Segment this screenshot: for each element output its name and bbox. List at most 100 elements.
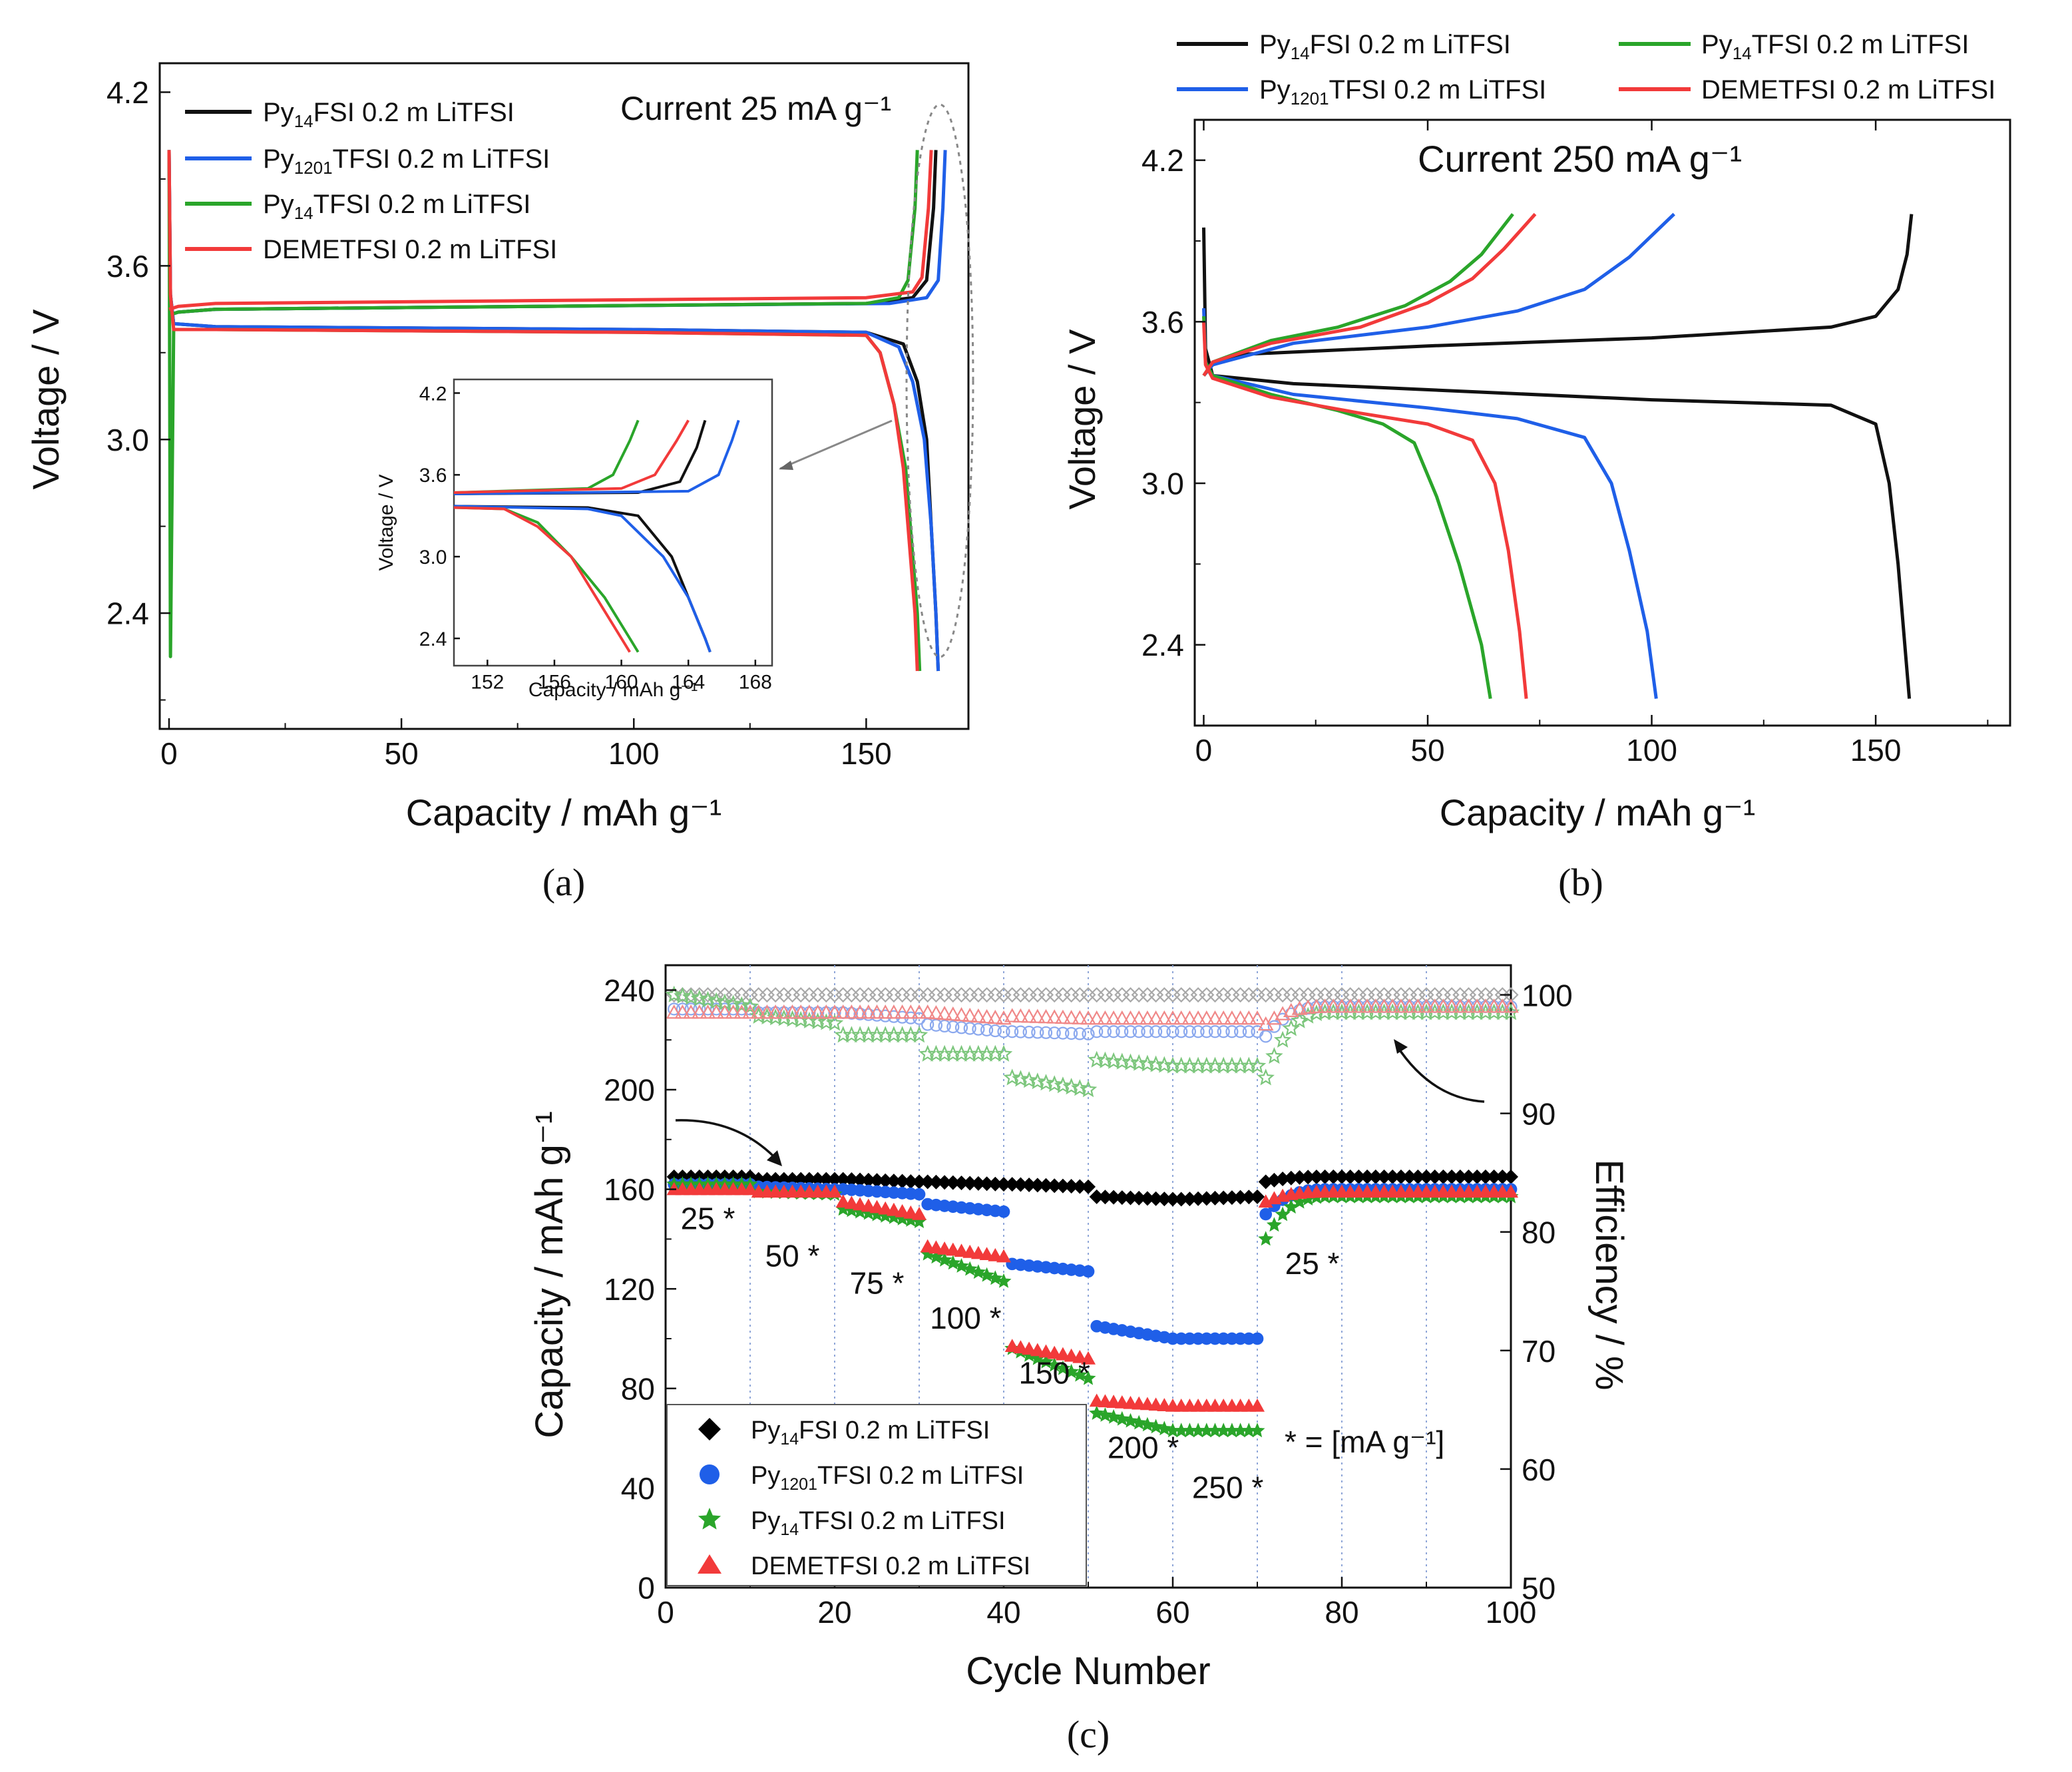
efficiency-point-demetfsi-0-2-m-litfsi: [1063, 1010, 1080, 1024]
b-xtick-label: 150: [1850, 733, 1902, 768]
efficiency-point-demetfsi-0-2-m-litfsi: [936, 1005, 952, 1020]
c-y2tick-label: 60: [1522, 1452, 1555, 1487]
legend-c-label-demetfsi: DEMETFSI 0.2 m LiTFSI: [751, 1552, 1030, 1580]
panel-b-plot-frame: [1193, 118, 2011, 727]
inset-ytick-label: 4.2: [419, 383, 447, 405]
efficiency-point-demetfsi-0-2-m-litfsi: [700, 1004, 716, 1019]
capacity-point-py14fsi-0-2-m-litfsi: [1013, 1177, 1028, 1192]
efficiency-point-demetfsi-0-2-m-litfsi: [903, 1004, 919, 1019]
inset-ytick-label: 3.6: [419, 465, 447, 487]
panel-c-efficiency-markers: [665, 985, 1520, 1098]
capacity-point-demetfsi-0-2-m-litfsi: [895, 1204, 910, 1218]
efficiency-point-py1201tfsi-0-2-m-litfsi: [1056, 1026, 1070, 1040]
efficiency-point-demetfsi-0-2-m-litfsi: [962, 1007, 978, 1022]
efficiency-point-py1201tfsi-0-2-m-litfsi: [1141, 1025, 1154, 1038]
efficiency-point-demetfsi-0-2-m-litfsi: [1393, 998, 1409, 1013]
efficiency-point-demetfsi-0-2-m-litfsi: [775, 1004, 792, 1019]
panel-b-legend: Py14FSI 0.2 m LiTFSI Py14TFSI 0.2 m LiTF…: [1177, 30, 1995, 109]
efficiency-point-py14tfsi-0-2-m-litfsi: [1012, 1070, 1030, 1087]
efficiency-point-demetfsi-0-2-m-litfsi: [1367, 998, 1384, 1013]
efficiency-point-demetfsi-0-2-m-litfsi: [1029, 1008, 1046, 1023]
efficiency-point-demetfsi-0-2-m-litfsi: [1376, 998, 1392, 1013]
legend-c-marker-py1201tfsi: [700, 1464, 720, 1484]
efficiency-point-py1201tfsi-0-2-m-litfsi: [676, 1002, 690, 1016]
efficiency-point-demetfsi-0-2-m-litfsi: [1249, 1010, 1265, 1025]
efficiency-point-demetfsi-0-2-m-litfsi: [818, 1004, 835, 1019]
inset-xtick-label: 160: [605, 672, 638, 694]
efficiency-point-demetfsi-0-2-m-litfsi: [1494, 998, 1511, 1013]
panel-b-current-annotation: Current 250 mA g⁻¹: [1418, 138, 1742, 180]
panel-b-xlabel: Capacity / mAh g⁻¹: [1440, 791, 1756, 833]
c-xtick-label: 100: [1486, 1595, 1537, 1630]
a-xtick-label: 150: [841, 736, 892, 771]
panel-c: 0 20 40 60 80 100 0 40 80 120 160 200 240 50 60 70 80 90 1…: [528, 964, 1631, 1756]
efficiency-point-demetfsi-0-2-m-litfsi: [708, 1004, 725, 1019]
capacity-point-demetfsi-0-2-m-litfsi: [1013, 1340, 1028, 1354]
capacity-point-py14fsi-0-2-m-litfsi: [1444, 1169, 1460, 1184]
capacity-point-demetfsi-0-2-m-litfsi: [835, 1194, 851, 1208]
capacity-point-py14fsi-0-2-m-litfsi: [819, 1172, 834, 1187]
capacity-point-demetfsi-0-2-m-litfsi: [853, 1197, 868, 1211]
efficiency-point-py14tfsi-0-2-m-litfsi: [733, 996, 751, 1013]
panel-a-ticks: 0 50 100 150 2.4 3.0 3.6 4.2: [106, 75, 892, 771]
panel-b: 0 50 100 150 2.4 3.0 3.6 4.2 Py14FSI 0.2 m LiTF…: [1061, 30, 2011, 904]
inset-ticks: 152 156 160 164 168 2.4 3.0 3.6 4.2: [419, 383, 772, 693]
capacity-point-py14fsi-0-2-m-litfsi: [1495, 1169, 1510, 1184]
capacity-point-py14fsi-0-2-m-litfsi: [1275, 1172, 1291, 1187]
efficiency-point-py14tfsi-0-2-m-litfsi: [825, 1014, 844, 1031]
capacity-point-py14tfsi-0-2-m-litfsi: [996, 1273, 1012, 1288]
efficiency-point-py14tfsi-0-2-m-litfsi: [1054, 1076, 1072, 1094]
capacity-point-demetfsi-0-2-m-litfsi: [869, 1200, 885, 1214]
efficiency-point-py1201tfsi-0-2-m-litfsi: [668, 1002, 681, 1016]
efficiency-point-demetfsi-0-2-m-litfsi: [843, 1004, 860, 1019]
legend-c-label-py1201tfsi: Py1201TFSI 0.2 m LiTFSI: [751, 1462, 1024, 1494]
capacity-point-py14tfsi-0-2-m-litfsi: [1224, 1423, 1240, 1438]
capacity-point-py14fsi-0-2-m-litfsi: [1047, 1178, 1062, 1194]
rate-label: 200 *: [1108, 1431, 1179, 1465]
efficiency-point-demetfsi-0-2-m-litfsi: [1232, 1010, 1249, 1025]
capacity-point-py14fsi-0-2-m-litfsi: [801, 1172, 817, 1187]
panel-c-legend: Py14FSI 0.2 m LiTFSI Py1201TFSI 0.2 m Li…: [666, 1404, 1087, 1586]
efficiency-point-py1201tfsi-0-2-m-litfsi: [1267, 1020, 1281, 1033]
rate-label: 25 *: [1285, 1246, 1340, 1281]
efficiency-point-py14tfsi-0-2-m-litfsi: [1257, 1068, 1275, 1086]
capacity-point-demetfsi-0-2-m-litfsi: [1030, 1343, 1045, 1357]
a-charge-curve-demetfsi-0-2-m-litfsi: [168, 150, 933, 311]
efficiency-point-py1201tfsi-0-2-m-litfsi: [997, 1025, 1010, 1038]
rate-label: 50 *: [765, 1239, 820, 1273]
efficiency-point-demetfsi-0-2-m-litfsi: [691, 1004, 708, 1019]
capacity-point-py14fsi-0-2-m-litfsi: [1486, 1169, 1502, 1184]
b-xtick-label: 100: [1626, 733, 1677, 768]
capacity-point-py14tfsi-0-2-m-litfsi: [903, 1212, 919, 1227]
efficiency-point-demetfsi-0-2-m-litfsi: [919, 1004, 936, 1019]
efficiency-point-demetfsi-0-2-m-litfsi: [970, 1008, 986, 1023]
inset-ylabel: Voltage / V: [375, 474, 397, 570]
capacity-point-py14fsi-0-2-m-litfsi: [1241, 1190, 1257, 1205]
capacity-point-py14tfsi-0-2-m-litfsi: [1266, 1217, 1282, 1232]
b-charge-curve-py1201tfsi-0-2-m-litfsi: [1202, 212, 1675, 377]
efficiency-point-py1201tfsi-0-2-m-litfsi: [1175, 1025, 1188, 1038]
capacity-point-py14tfsi-0-2-m-litfsi: [1249, 1423, 1265, 1438]
capacity-point-py14tfsi-0-2-m-litfsi: [895, 1211, 911, 1225]
efficiency-point-demetfsi-0-2-m-litfsi: [953, 1006, 970, 1022]
capacity-point-py14tfsi-0-2-m-litfsi: [1199, 1423, 1215, 1438]
panel-a-curves: [167, 150, 947, 672]
efficiency-point-py14tfsi-0-2-m-litfsi: [1273, 1030, 1292, 1048]
efficiency-point-py1201tfsi-0-2-m-litfsi: [1064, 1026, 1078, 1040]
capacity-point-py14fsi-0-2-m-litfsi: [1148, 1191, 1163, 1206]
efficiency-point-demetfsi-0-2-m-litfsi: [1334, 998, 1350, 1013]
capacity-point-py14fsi-0-2-m-litfsi: [1478, 1169, 1493, 1184]
capacity-point-py14fsi-0-2-m-litfsi: [810, 1172, 825, 1187]
efficiency-point-demetfsi-0-2-m-litfsi: [1190, 1010, 1206, 1025]
efficiency-point-demetfsi-0-2-m-litfsi: [1147, 1010, 1164, 1025]
capacity-point-py14fsi-0-2-m-litfsi: [1283, 1170, 1299, 1186]
efficiency-point-demetfsi-0-2-m-litfsi: [928, 1004, 944, 1020]
efficiency-point-py14tfsi-0-2-m-litfsi: [1265, 1047, 1283, 1064]
efficiency-point-demetfsi-0-2-m-litfsi: [750, 1004, 767, 1019]
efficiency-point-demetfsi-0-2-m-litfsi: [801, 1004, 817, 1019]
panel-b-label: (b): [1558, 861, 1603, 904]
capacity-point-py14fsi-0-2-m-litfsi: [1123, 1190, 1138, 1206]
efficiency-point-demetfsi-0-2-m-litfsi: [1012, 1008, 1029, 1023]
panel-c-label: (c): [1067, 1713, 1110, 1756]
efficiency-point-py1201tfsi-0-2-m-litfsi: [1208, 1025, 1222, 1038]
